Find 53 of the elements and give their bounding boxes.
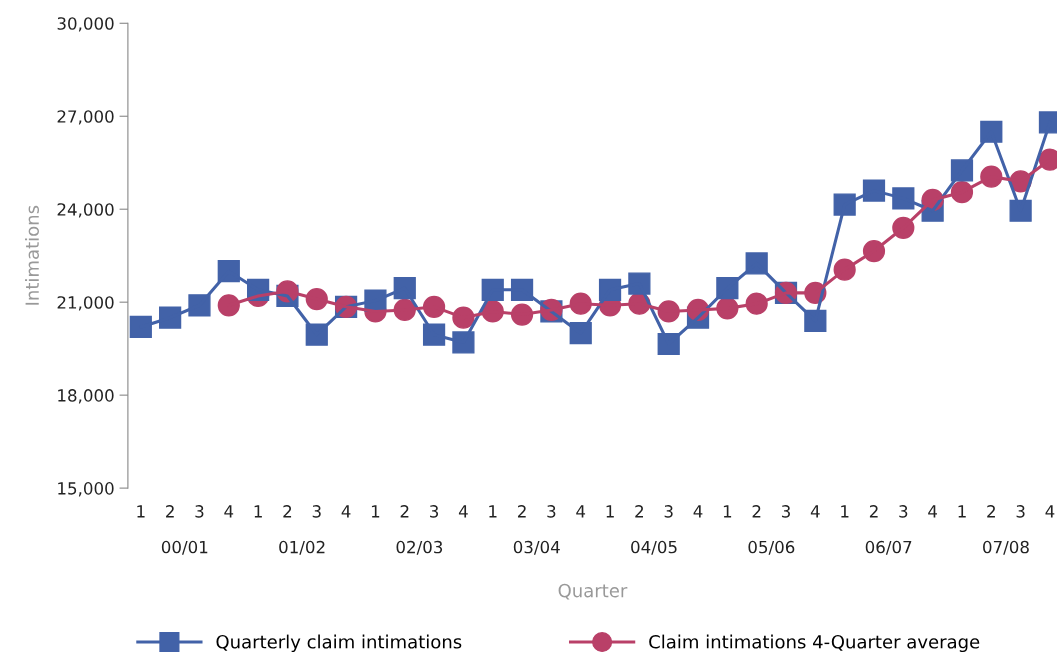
x-tick-label: 3: [664, 505, 673, 518]
x-tick-label: 4: [341, 505, 351, 518]
x-tick-label: 3: [547, 505, 556, 518]
text: 05/06: [748, 540, 795, 555]
x-tick-label: 2: [869, 505, 878, 518]
text: 03/04: [513, 540, 560, 555]
x-tick-label: 1: [958, 505, 966, 518]
x-tick-label: 1: [606, 505, 614, 518]
x-tick-label: 1: [371, 505, 380, 518]
x-tick-label: 1: [841, 505, 849, 518]
point: [452, 331, 475, 354]
x-tick-label: 2: [400, 505, 409, 518]
x-tick-label: 3: [430, 505, 439, 518]
y-tick-label: 24,000: [57, 203, 114, 218]
y-tick-label: 30,000: [57, 17, 114, 32]
x-tick-label: 4: [1045, 505, 1055, 518]
legend-label: Quarterly claim intimations: [216, 634, 462, 653]
x-tick-label: 4: [693, 505, 703, 518]
x-tick-label: 3: [1016, 505, 1025, 518]
x-tick-label: 4: [224, 505, 234, 518]
x-tick-label: 1: [723, 505, 732, 518]
x-tick-label: 2: [635, 505, 644, 518]
point: [129, 315, 152, 339]
y-axis-title: Intimations: [25, 205, 39, 305]
x-tick-label: 2: [517, 505, 526, 518]
x-tick-label: 3: [312, 505, 321, 518]
y-tick-label: 15,000: [58, 482, 114, 497]
text: 04/05: [631, 540, 677, 555]
x-tick-label: 3: [899, 505, 908, 518]
x-tick-label: 2: [752, 505, 761, 518]
legend-label: Claim intimations 4-Quarter average: [649, 634, 980, 653]
x-tick-label: 4: [810, 505, 820, 518]
text: 07/08: [983, 540, 1029, 555]
point: [217, 294, 240, 317]
x-tick-label: 1: [489, 505, 497, 518]
x-tick-label: 2: [987, 505, 995, 518]
x-tick-label: 3: [781, 505, 790, 518]
x-tick-label: 4: [458, 505, 468, 518]
text: 06/07: [865, 540, 912, 555]
y-tick-label: 21,000: [57, 296, 114, 311]
x-tick-label: 4: [576, 505, 586, 518]
x-tick-label: 1: [254, 505, 262, 518]
y-tick-label: 27,000: [57, 110, 114, 125]
y-tick-label: 18,000: [58, 389, 114, 404]
text: 00/01: [161, 540, 208, 555]
x-axis-title: Quarter: [558, 583, 628, 600]
x-tick-label: 1: [137, 505, 145, 518]
x-tick-label: 2: [166, 505, 174, 518]
x-tick-label: 3: [195, 505, 204, 518]
x-tick-label: 2: [283, 505, 292, 518]
x-tick-label: 4: [928, 505, 938, 518]
text: 01/02: [279, 540, 325, 555]
text: 02/03: [396, 540, 443, 555]
